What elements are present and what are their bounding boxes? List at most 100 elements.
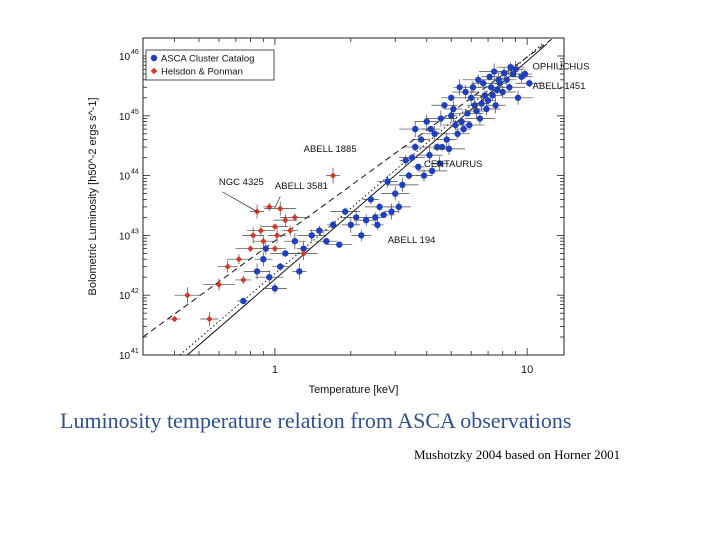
helsdon-point <box>271 223 279 230</box>
asca-point <box>492 102 499 109</box>
asca-point <box>436 160 443 167</box>
annotation-label: NGC 4325 <box>219 177 264 188</box>
figure-caption: Luminosity temperature relation from ASC… <box>60 408 572 433</box>
asca-point <box>336 241 343 248</box>
asca-point <box>253 268 261 275</box>
asca-point <box>438 143 446 151</box>
asca-point <box>476 115 484 122</box>
asca-point <box>296 268 303 275</box>
y-tick-label: 10 <box>119 172 131 183</box>
asca-point <box>367 196 375 203</box>
asca-point <box>469 84 477 91</box>
asca-point <box>526 80 533 87</box>
asca-point <box>271 285 279 292</box>
asca-point <box>342 208 349 215</box>
asca-point <box>376 203 383 211</box>
asca-point <box>456 84 463 91</box>
asca-point <box>427 125 434 133</box>
helsdon-point <box>240 276 247 284</box>
helsdon-point <box>273 232 281 239</box>
asca-point <box>499 88 506 96</box>
asca-point <box>431 130 438 138</box>
asca-point <box>441 102 448 109</box>
asca-point <box>323 237 330 245</box>
asca-point <box>384 178 391 185</box>
annotation-pointer <box>274 196 281 208</box>
asca-point <box>512 66 519 73</box>
asca-point <box>480 80 487 87</box>
y-tick-exponent: 44 <box>131 169 139 176</box>
y-tick-label: 10 <box>119 52 131 63</box>
helsdon-point <box>282 216 289 224</box>
asca-point <box>448 112 455 120</box>
x-tick-label: 1 <box>272 364 278 376</box>
asca-point <box>500 69 508 77</box>
asca-point <box>402 157 409 164</box>
asca-point <box>490 68 498 75</box>
y-axis-label: Bolometric Luminosity [h50^-2 ergs s^-1] <box>87 97 99 295</box>
y-tick-label: 10 <box>119 351 131 362</box>
legend-box <box>145 49 275 81</box>
y-tick-label: 10 <box>119 112 131 123</box>
helsdon-point <box>206 315 213 323</box>
asca-point <box>352 214 360 221</box>
helsdon-point <box>171 315 178 323</box>
asca-point <box>420 172 428 179</box>
y-tick-exponent: 42 <box>131 288 139 295</box>
helsdon-point <box>287 227 294 234</box>
asca-point <box>507 63 514 71</box>
asca-point <box>308 232 315 239</box>
asca-point <box>514 94 522 101</box>
asca-point <box>399 181 406 189</box>
asca-point <box>445 145 453 153</box>
y-tick-exponent: 46 <box>131 49 139 56</box>
asca-point <box>467 94 475 101</box>
x-axis-label: Temperature [keV] <box>309 384 399 396</box>
asca-point <box>388 208 395 215</box>
helsdon-point <box>266 203 273 211</box>
asca-point <box>282 250 289 257</box>
asca-point <box>291 237 299 245</box>
fit-line-dotted <box>179 43 543 355</box>
helsdon-point <box>329 172 337 179</box>
asca-point <box>412 143 419 151</box>
asca-point <box>358 232 365 239</box>
asca-point <box>471 102 478 109</box>
annotation-label: ABELL 1451 <box>532 81 585 92</box>
asca-point <box>392 190 399 197</box>
helsdon-point <box>260 237 267 245</box>
asca-point <box>240 297 247 305</box>
helsdon-point <box>277 205 284 212</box>
asca-point <box>466 121 473 129</box>
figure-credit: Mushotzky 2004 based on Horner 2001 <box>414 447 621 462</box>
asca-point <box>509 70 517 78</box>
y-tick-label: 10 <box>119 291 131 302</box>
x-tick-label: 10 <box>521 364 533 376</box>
asca-point <box>277 263 284 270</box>
legend-label: Helsdon & Ponman <box>161 67 243 78</box>
asca-point <box>475 76 482 83</box>
legend-marker-circle <box>150 54 158 62</box>
asca-point <box>489 92 496 99</box>
asca-point <box>423 118 430 125</box>
asca-point <box>454 130 461 138</box>
helsdon-point <box>247 245 254 252</box>
asca-point <box>412 125 419 133</box>
asca-point <box>458 118 465 125</box>
y-tick-label: 10 <box>119 231 131 242</box>
asca-point <box>437 115 445 122</box>
asca-point <box>408 154 416 161</box>
helsdon-point <box>300 250 307 257</box>
asca-point <box>506 84 513 91</box>
asca-point <box>316 227 323 234</box>
asca-point <box>448 94 455 101</box>
legend-label: ASCA Cluster Catalog <box>161 54 254 65</box>
annotation-pointer <box>222 191 258 212</box>
helsdon-point <box>235 255 243 263</box>
legend-marker-diamond <box>150 67 158 75</box>
asca-point <box>415 163 422 171</box>
asca-point <box>473 107 480 115</box>
y-tick-exponent: 45 <box>131 109 139 116</box>
helsdon-point <box>249 232 257 239</box>
